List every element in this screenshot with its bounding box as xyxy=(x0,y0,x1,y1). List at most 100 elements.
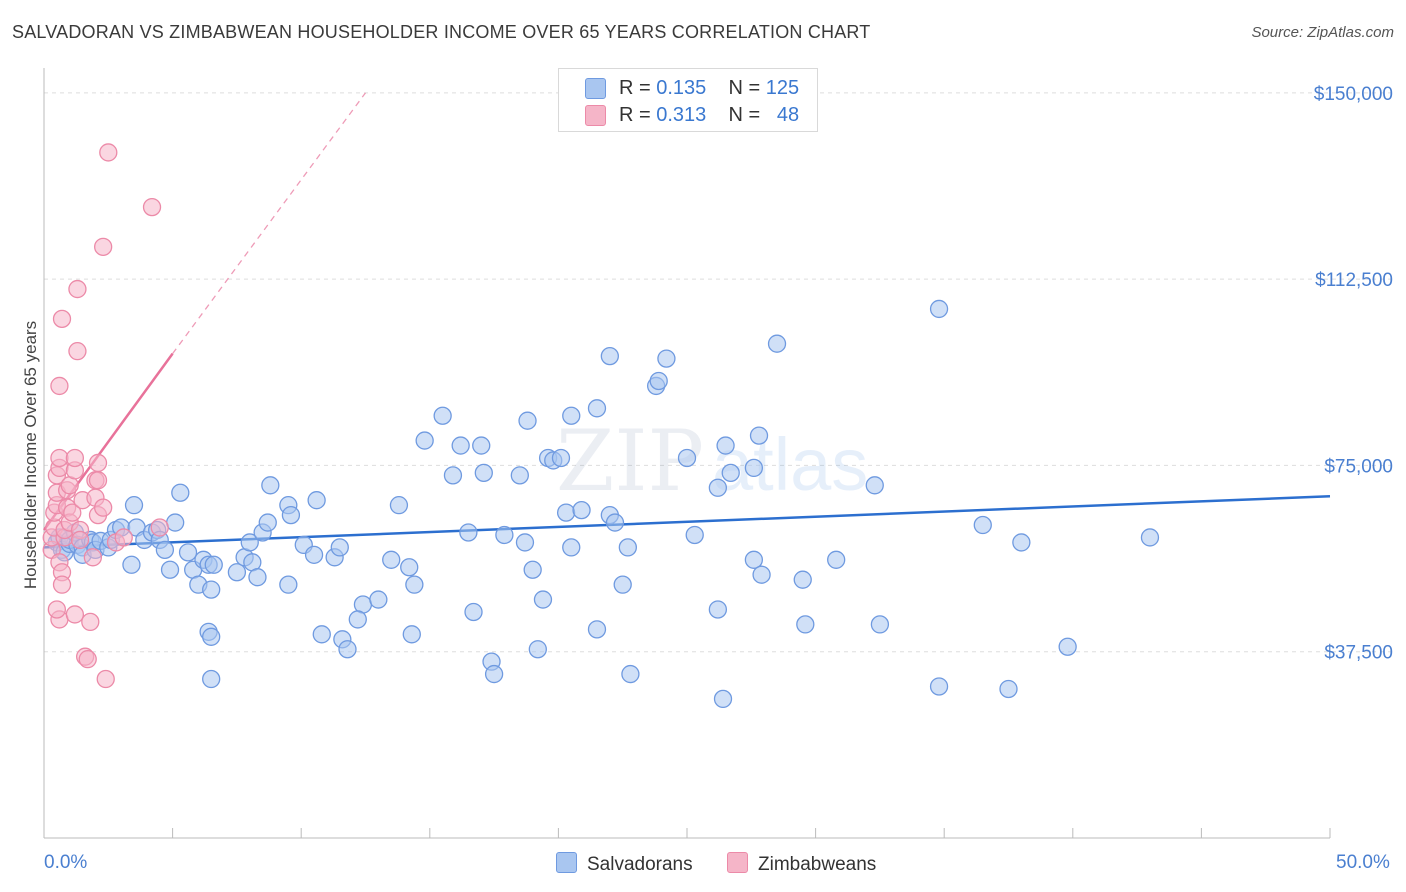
watermark: ZIP atlas xyxy=(556,412,868,510)
y-tick-label: $75,000 xyxy=(1324,456,1393,477)
zimbabwean-point xyxy=(81,612,100,632)
salvadoran-point xyxy=(605,513,625,532)
zimbabwean-point xyxy=(150,518,169,537)
salvadoran-point xyxy=(451,436,470,455)
zimbabwean-point xyxy=(50,448,69,468)
salvadoran-point xyxy=(551,448,571,468)
zimbabwean-point xyxy=(68,342,87,361)
salvadoran-point xyxy=(261,476,280,495)
zimbabweans-points xyxy=(42,143,169,689)
salvadoran-point xyxy=(204,555,223,574)
zimbabwean-point xyxy=(52,309,72,329)
salvadoran-point xyxy=(415,431,434,450)
salvadoran-point xyxy=(248,568,267,587)
chart-title: SALVADORAN VS ZIMBABWEAN HOUSEHOLDER INC… xyxy=(12,22,871,42)
stats-legend: R = 0.135 N = 125 R = 0.313 N = 48 xyxy=(558,68,818,132)
zimbabwean-point xyxy=(94,237,113,256)
salvadoran-point xyxy=(1140,528,1160,547)
salvadoran-point xyxy=(307,491,326,510)
zimbabwean-point xyxy=(52,575,72,594)
salvadoran-point xyxy=(227,563,247,582)
salvadoran-point xyxy=(621,664,640,684)
zimbabwean-point xyxy=(47,600,67,619)
legend-n-label: N = xyxy=(728,77,766,99)
salvadoran-point xyxy=(721,463,740,483)
salvadoran-point xyxy=(677,448,697,468)
salvadoran-point xyxy=(708,478,728,497)
salvadoran-point xyxy=(389,496,409,515)
salvadoran-point xyxy=(122,555,141,574)
bottom-legend-swatch-blue xyxy=(556,852,577,873)
salvadoran-point xyxy=(749,426,769,445)
salvadoran-point xyxy=(166,513,185,532)
salvadoran-point xyxy=(402,625,421,644)
salvadoran-point xyxy=(202,580,221,599)
salvadoran-point xyxy=(400,558,419,577)
salvadoran-point xyxy=(999,679,1018,699)
salvadoran-point xyxy=(443,466,463,485)
salvadoran-point xyxy=(474,463,493,483)
salvadoran-point xyxy=(865,476,884,495)
salvadoran-point xyxy=(178,543,198,562)
salvadoran-point xyxy=(459,523,478,542)
legend-n-label: N = xyxy=(728,104,766,126)
salvadoran-point xyxy=(649,371,668,391)
zimbabwean-point xyxy=(96,669,115,689)
x-max-label: 50.0% xyxy=(1336,852,1390,873)
salvadoran-point xyxy=(767,334,787,353)
salvadoran-point xyxy=(523,560,542,579)
zimbabwean-point xyxy=(78,650,97,669)
salvadoran-point xyxy=(713,689,733,709)
salvadoran-point xyxy=(348,610,367,629)
zimbabwean-point xyxy=(99,143,118,162)
salvadoran-point xyxy=(587,399,607,418)
salvadoran-point xyxy=(202,669,221,689)
bottom-legend-zimbabweans: Zimbabweans xyxy=(727,852,876,876)
salvadoran-point xyxy=(870,615,890,634)
salvadoran-point xyxy=(472,436,491,455)
salvadoran-point xyxy=(929,677,949,696)
legend-swatch-pink xyxy=(585,105,606,126)
salvadoran-point xyxy=(510,466,529,485)
salvadoran-point xyxy=(1058,637,1077,656)
zimbabwean-point xyxy=(68,279,87,299)
salvadoran-point xyxy=(464,602,483,622)
zimbabwean-point xyxy=(114,528,133,547)
salvadorans-points xyxy=(47,299,1160,709)
salvadoran-point xyxy=(556,503,576,522)
salvadoran-point xyxy=(160,560,180,579)
legend-r-label: R = xyxy=(619,104,657,126)
salvadoran-point xyxy=(587,620,607,639)
salvadoran-point xyxy=(1012,533,1031,552)
salvadoran-point xyxy=(330,538,349,557)
y-tick-label: $37,500 xyxy=(1324,643,1393,664)
salvadoran-point xyxy=(562,406,581,425)
bottom-legend-swatch-pink xyxy=(727,852,748,873)
salvadoran-point xyxy=(338,640,357,659)
salvadoran-point xyxy=(613,575,632,594)
y-tick-labels: $37,500 $75,000 $112,500 $150,000 xyxy=(1314,84,1393,664)
zimbabwean-point xyxy=(94,498,113,517)
zimbabwean-point xyxy=(70,530,90,550)
salvadoran-point xyxy=(304,545,324,564)
salvadoran-point xyxy=(202,627,221,646)
salvadoran-point xyxy=(973,515,992,535)
salvadoran-point xyxy=(155,540,175,560)
salvadoran-point xyxy=(281,505,301,525)
y-tick-label: $112,500 xyxy=(1315,270,1393,291)
salvadoran-point xyxy=(515,533,535,552)
salvadoran-point xyxy=(827,550,846,569)
salvadoran-point xyxy=(685,525,704,545)
salvadoran-point xyxy=(258,513,277,532)
salvadoran-point xyxy=(744,458,764,478)
salvadoran-point xyxy=(433,406,452,425)
zimbabwean-point xyxy=(142,197,162,217)
zimbabwean-point xyxy=(65,448,85,468)
salvadoran-point xyxy=(572,500,591,520)
salvadoran-point xyxy=(533,590,553,609)
salvadoran-point xyxy=(495,525,514,545)
zimbabwean-point xyxy=(63,503,82,522)
salvadoran-point xyxy=(279,575,298,594)
salvadoran-point xyxy=(600,346,619,366)
